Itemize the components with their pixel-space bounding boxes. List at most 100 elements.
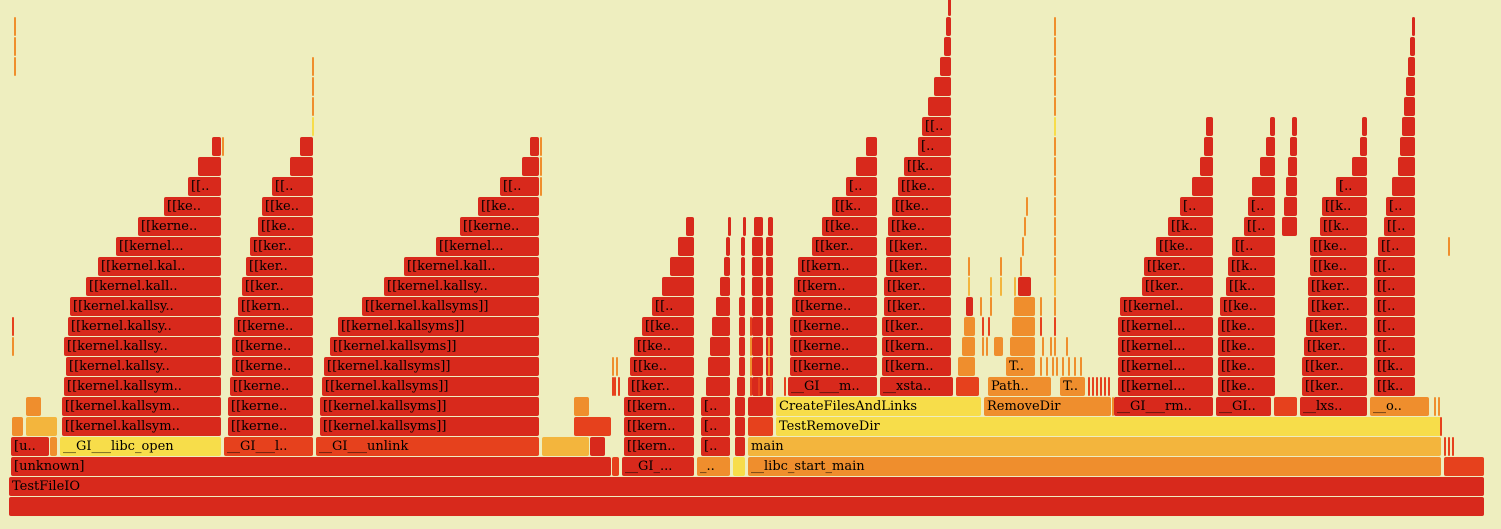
flame-frame[interactable]: [.. (701, 417, 730, 436)
flame-frame[interactable]: [[.. (652, 297, 694, 316)
flame-frame-sliver[interactable] (768, 357, 770, 376)
flame-frame-sliver[interactable] (1068, 357, 1070, 376)
flame-frame[interactable]: T.. (1060, 377, 1085, 396)
flame-frame[interactable]: [[.. (922, 117, 951, 136)
flame-frame-sliver[interactable] (12, 317, 14, 336)
flame-frame[interactable] (12, 417, 23, 436)
flame-frame[interactable] (678, 237, 694, 256)
flame-frame-sliver[interactable] (990, 277, 992, 296)
flame-frame-sliver[interactable] (1104, 377, 1106, 396)
flame-frame[interactable] (752, 357, 763, 376)
flame-frame-sliver[interactable] (988, 317, 990, 336)
flame-frame[interactable] (739, 317, 745, 336)
flame-frame[interactable]: [[.. (1374, 337, 1415, 356)
flame-frame[interactable] (752, 377, 763, 396)
flame-frame-sliver[interactable] (12, 337, 14, 356)
flame-frame-sliver[interactable] (1054, 297, 1056, 316)
flame-frame[interactable] (1270, 117, 1275, 136)
flame-frame[interactable]: [[ke.. (822, 217, 877, 236)
flame-frame-sliver[interactable] (576, 417, 578, 436)
flame-frame-sliver[interactable] (980, 297, 982, 316)
flame-frame[interactable]: [[ke.. (478, 197, 539, 216)
flame-frame[interactable]: [[kerne.. (228, 417, 313, 436)
flame-frame[interactable] (1192, 177, 1213, 196)
flame-frame[interactable]: [[k.. (1374, 377, 1415, 396)
flame-frame[interactable] (733, 457, 745, 476)
flame-frame-sliver[interactable] (1040, 357, 1042, 376)
flame-frame[interactable]: [[k.. (1226, 277, 1275, 296)
flame-frame-sliver[interactable] (784, 377, 786, 396)
flame-frame-sliver[interactable] (616, 357, 618, 376)
flame-frame[interactable]: [[kerne.. (790, 357, 877, 376)
flame-frame-sliver[interactable] (750, 317, 752, 336)
flame-frame[interactable]: __GI___l.. (224, 437, 313, 456)
flame-frame[interactable]: [[kernel.kall.. (86, 277, 221, 296)
flame-frame[interactable]: main (748, 437, 1441, 456)
flame-frame[interactable] (1266, 137, 1275, 156)
flame-frame[interactable]: [[k.. (1322, 197, 1367, 216)
flame-frame[interactable]: [[.. (1232, 237, 1275, 256)
flame-frame-sliver[interactable] (614, 377, 616, 396)
flame-frame-sliver[interactable] (14, 57, 16, 76)
flame-frame[interactable]: [[kernel.kallsy.. (66, 357, 221, 376)
flame-frame[interactable] (670, 257, 694, 276)
flame-frame[interactable] (752, 257, 763, 276)
flame-frame[interactable]: [[.. (1374, 277, 1415, 296)
flame-frame[interactable]: [.. (1180, 197, 1213, 216)
flame-frame[interactable]: [[ker.. (812, 237, 877, 256)
flame-frame[interactable]: __GI.. (1216, 397, 1271, 416)
flame-frame[interactable]: [[ker.. (1306, 317, 1367, 336)
flame-frame-sliver[interactable] (982, 337, 984, 356)
flame-frame[interactable]: [[kernel.kallsyms]] (362, 297, 539, 316)
flame-frame[interactable]: T.. (1006, 357, 1035, 376)
flame-frame[interactable] (212, 137, 221, 156)
flame-frame[interactable] (958, 357, 975, 376)
flame-frame[interactable]: __GI___m.. (788, 377, 877, 396)
flame-frame[interactable]: __libc_start_main (748, 457, 1441, 476)
flame-frame[interactable]: __GI___libc_open (60, 437, 221, 456)
flame-frame[interactable]: [[kernel... (116, 237, 221, 256)
flame-frame[interactable] (1014, 297, 1035, 316)
flame-frame-sliver[interactable] (1054, 117, 1056, 136)
flame-frame[interactable]: [[ke.. (630, 357, 694, 376)
flame-frame[interactable] (766, 257, 773, 276)
flame-frame-sliver[interactable] (750, 337, 752, 356)
flame-frame[interactable]: [[ke.. (1220, 297, 1275, 316)
flame-frame[interactable] (739, 337, 745, 356)
flame-frame[interactable] (962, 337, 975, 356)
flame-frame[interactable] (964, 317, 975, 336)
flame-frame[interactable]: [[ke.. (1218, 317, 1275, 336)
flame-frame[interactable] (940, 57, 951, 76)
flame-frame[interactable] (1392, 177, 1415, 196)
flame-frame-sliver[interactable] (1096, 377, 1098, 396)
flame-frame[interactable]: [[.. (272, 177, 313, 196)
flame-frame[interactable] (712, 317, 730, 336)
flame-frame[interactable]: [[kernel.kal.. (98, 257, 221, 276)
flame-frame[interactable]: [[kernel.kallsym.. (62, 417, 221, 436)
flame-frame-sliver[interactable] (768, 337, 770, 356)
flame-frame[interactable]: [[kern.. (794, 277, 877, 296)
flame-frame[interactable]: [[ke.. (164, 197, 221, 216)
flame-frame[interactable]: [[ke.. (262, 197, 313, 216)
flame-frame[interactable] (530, 137, 539, 156)
flame-frame-sliver[interactable] (312, 77, 314, 96)
flame-frame[interactable] (1290, 137, 1297, 156)
flame-frame[interactable] (26, 397, 41, 416)
flame-frame[interactable]: [[k.. (1374, 357, 1415, 376)
flame-frame[interactable]: [[kernel.kallsyms]] (330, 337, 539, 356)
flame-frame-sliver[interactable] (770, 377, 772, 396)
flame-frame[interactable] (1284, 197, 1297, 216)
flame-frame[interactable]: [[kerne.. (460, 217, 539, 236)
flame-frame[interactable]: [[k.. (832, 197, 877, 216)
flame-frame[interactable] (934, 77, 951, 96)
flame-frame[interactable]: [[ker.. (884, 297, 951, 316)
flame-frame[interactable]: TestFileIO (9, 477, 1484, 496)
flame-frame[interactable] (741, 237, 745, 256)
flame-frame-sliver[interactable] (1092, 377, 1094, 396)
flame-frame-sliver[interactable] (1108, 377, 1110, 396)
flame-frame-sliver[interactable] (584, 417, 586, 436)
flame-frame[interactable] (1252, 177, 1275, 196)
flame-frame[interactable] (1444, 457, 1484, 476)
flame-frame[interactable]: [[ke.. (634, 337, 694, 356)
flame-frame-sliver[interactable] (1024, 217, 1026, 236)
